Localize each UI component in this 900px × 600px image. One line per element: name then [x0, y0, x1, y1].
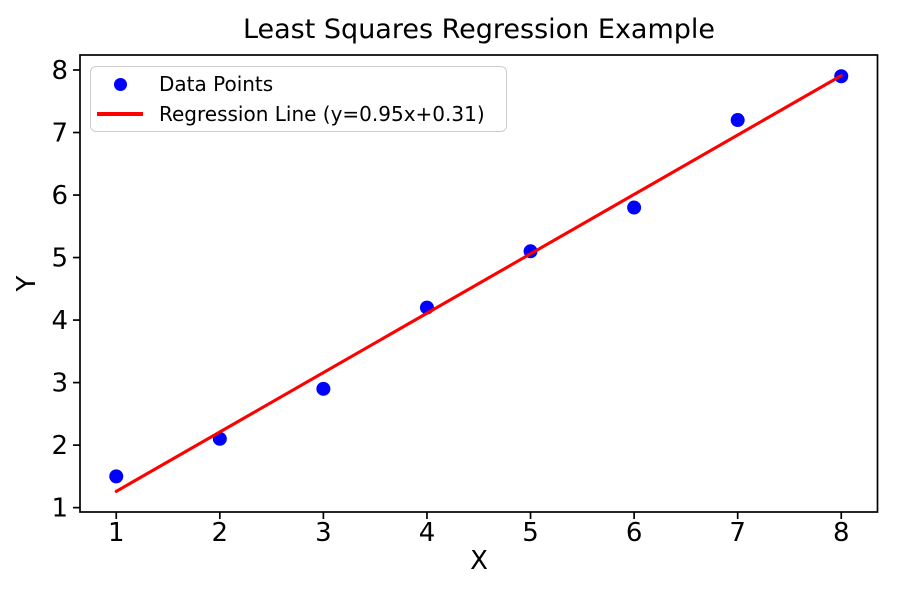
chart-title: Least Squares Regression Example [242, 14, 716, 45]
x-tick-label: 8 [833, 518, 850, 548]
scatter-point [627, 200, 642, 215]
x-axis-label: X [470, 546, 488, 576]
data-points-marker-icon [113, 77, 127, 91]
axes-frame [79, 54, 879, 513]
x-tick-label: 2 [212, 518, 229, 548]
x-tick-label: 6 [626, 518, 643, 548]
scatter-point [109, 469, 124, 484]
x-tick-label: 4 [419, 518, 436, 548]
scatter-point [730, 113, 745, 128]
y-tick-label: 8 [51, 56, 68, 86]
y-tick-label: 4 [51, 306, 68, 336]
legend: Data Points Regression Line (y=0.95x+0.3… [90, 66, 507, 132]
x-tick-label: 1 [108, 518, 125, 548]
y-tick-label: 6 [51, 181, 68, 211]
legend-item-data-points: Data Points [91, 69, 506, 99]
scatter-point [316, 381, 331, 396]
x-tick-label: 7 [729, 518, 746, 548]
legend-label-regression-line: Regression Line (y=0.95x+0.31) [159, 102, 485, 126]
legend-marker [97, 77, 143, 91]
y-tick-label: 7 [51, 119, 68, 149]
y-tick-label: 2 [51, 431, 68, 461]
x-tick-label: 3 [315, 518, 332, 548]
legend-item-regression-line: Regression Line (y=0.95x+0.31) [91, 99, 506, 129]
regression-line [114, 74, 843, 493]
legend-label-data-points: Data Points [159, 72, 274, 96]
y-tick-label: 1 [51, 494, 68, 524]
y-tick-label: 5 [51, 244, 68, 274]
y-tick-label: 3 [51, 369, 68, 399]
regression-line-marker-icon [97, 112, 143, 116]
x-tick-label: 5 [522, 518, 539, 548]
legend-marker [97, 112, 143, 116]
